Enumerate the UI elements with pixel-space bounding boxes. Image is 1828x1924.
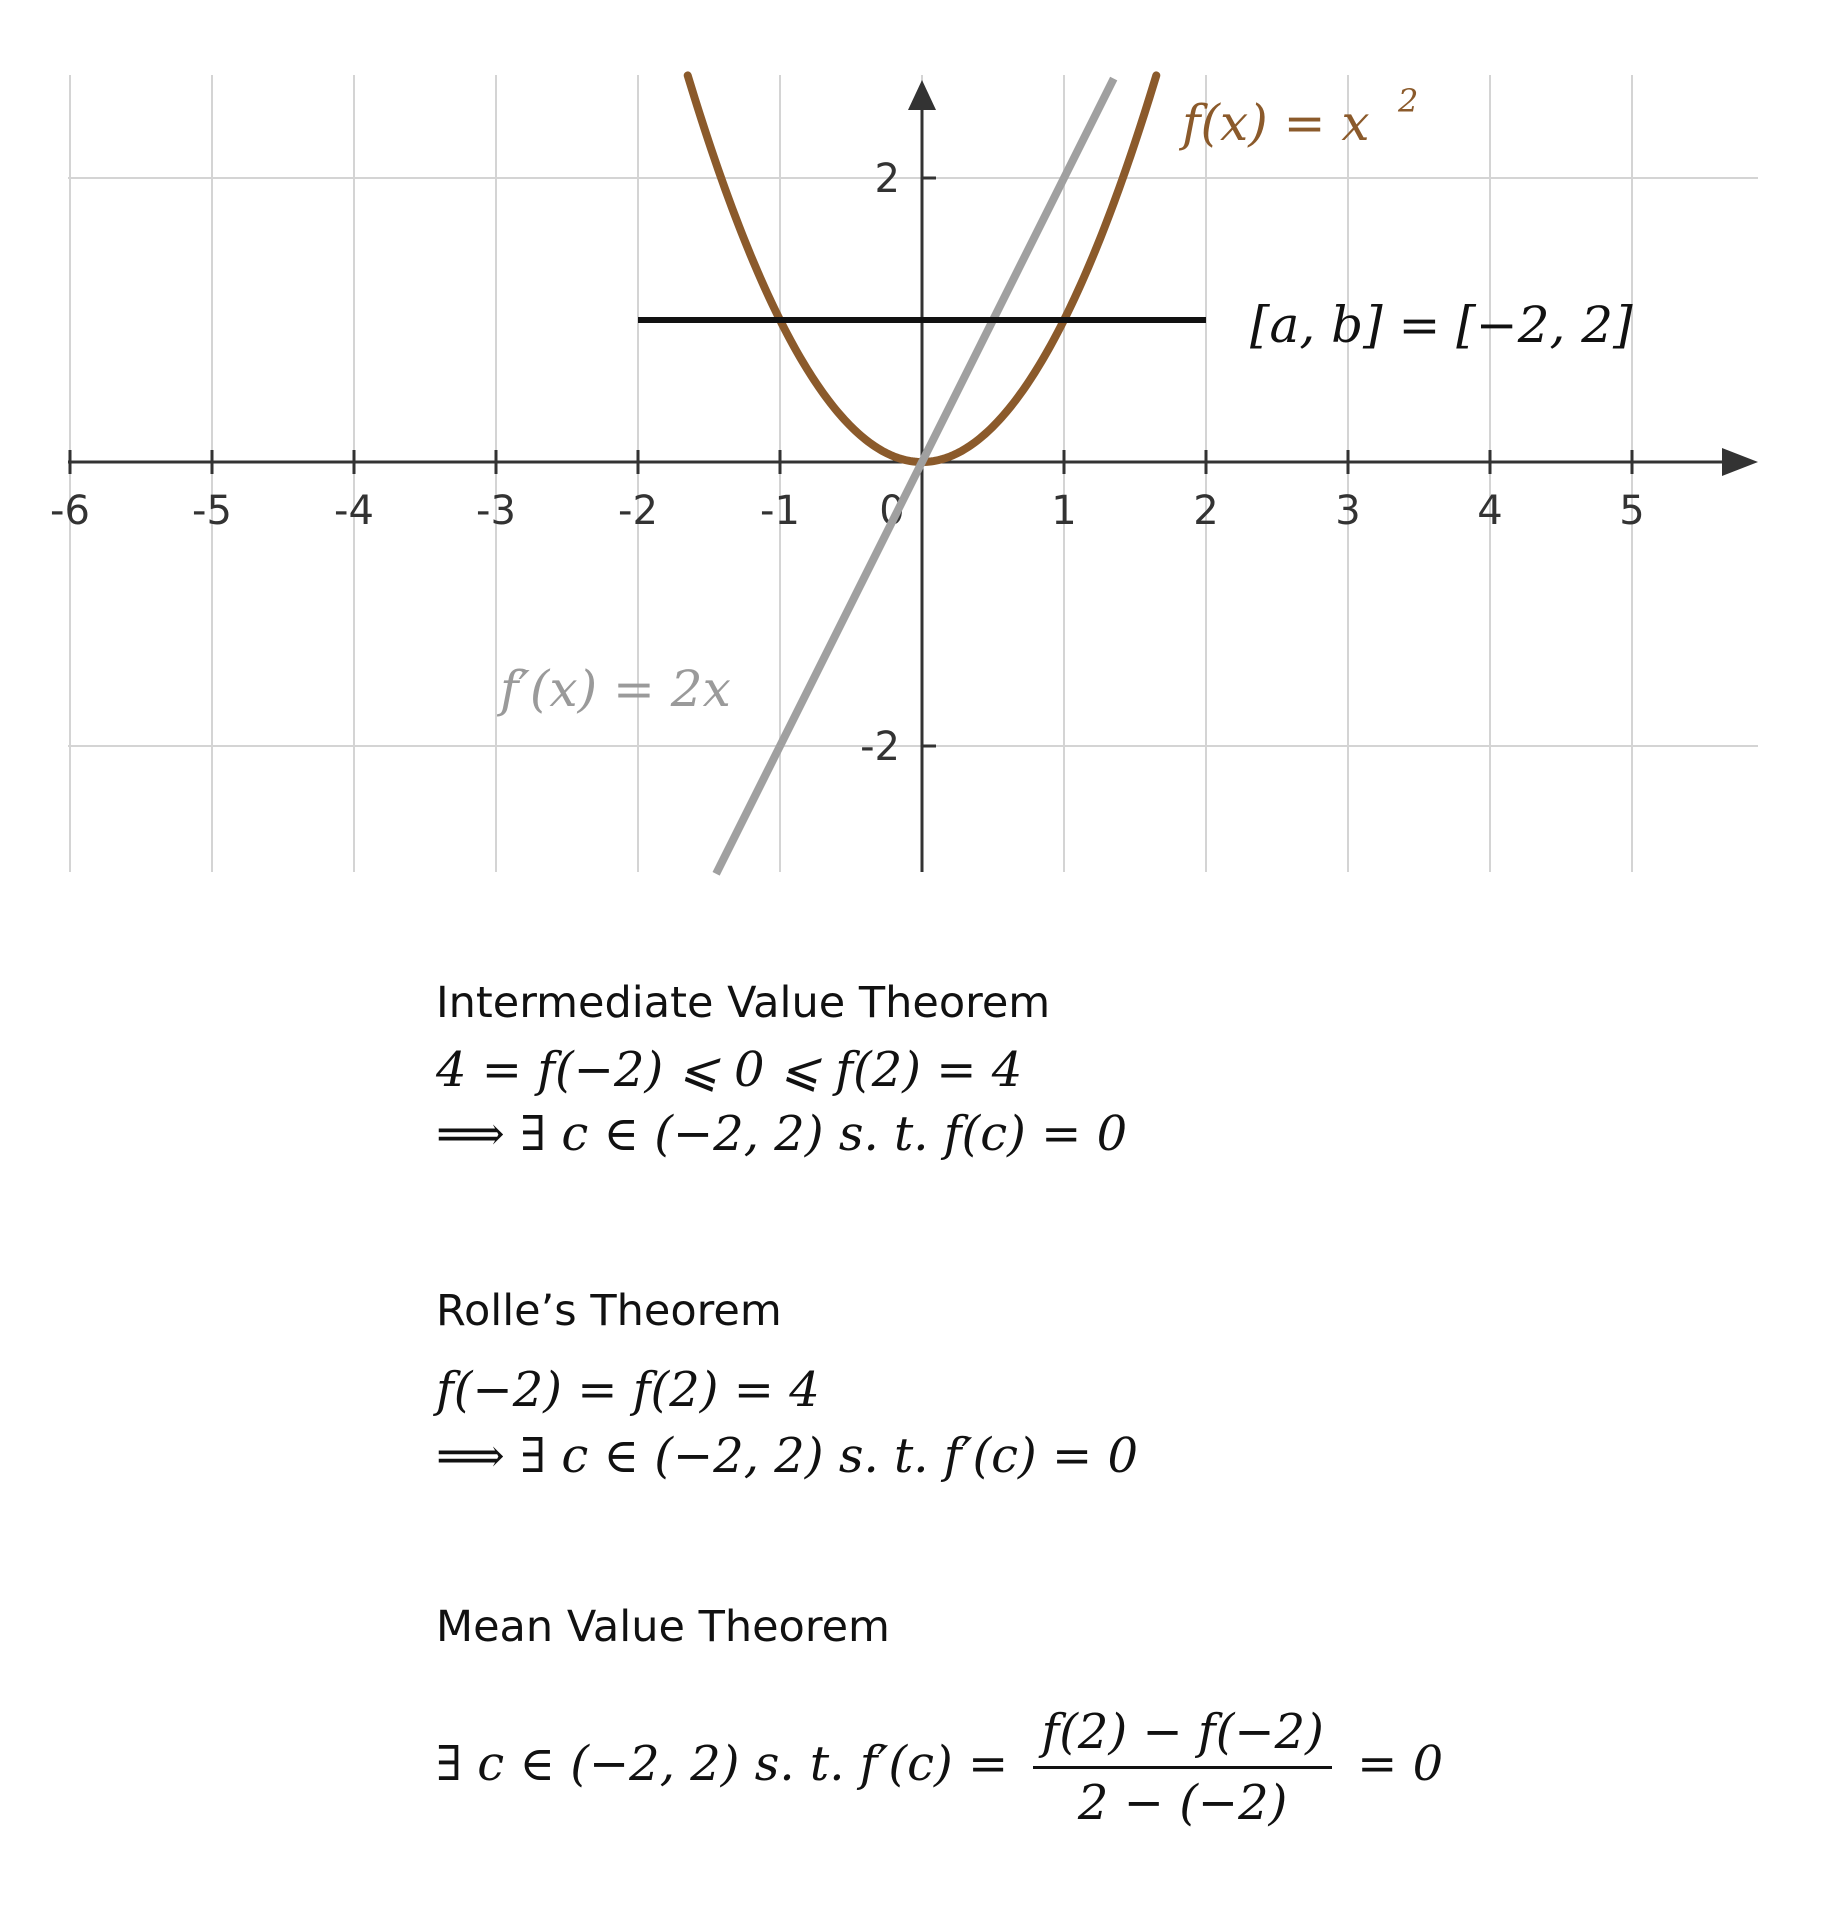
label-derivative: f′(x) = 2x <box>496 660 731 718</box>
mvt-denominator: 2 − (−2) <box>1077 1775 1288 1831</box>
ivt-line-1: 4 = f(−2) ⩽ 0 ⩽ f(2) = 4 <box>436 1042 1023 1098</box>
x-tick-label: 3 <box>1335 488 1360 534</box>
x-axis-arrow <box>1722 448 1758 476</box>
x-tick-label: -2 <box>618 488 658 534</box>
ivt-line-2: ⟹ ∃ c ∈ (−2, 2) s. t. f(c) = 0 <box>436 1106 1128 1162</box>
x-tick-label: 5 <box>1619 488 1644 534</box>
y-tick-label: -2 <box>860 724 900 770</box>
x-tick-label: 1 <box>1051 488 1076 534</box>
series-labels: f(x) = x 2 f′(x) = 2x [a, b] = [−2, 2] <box>496 82 1633 718</box>
x-tick-label: -6 <box>50 488 90 534</box>
x-tick-label: -1 <box>760 488 800 534</box>
rolle-line-1: f(−2) = f(2) = 4 <box>436 1362 820 1418</box>
series-curves <box>638 71 1206 876</box>
mvt-line: ∃ c ∈ (−2, 2) s. t. f′(c) = f(2) − f(−2)… <box>436 1704 1443 1831</box>
y-axis-arrow <box>908 80 936 110</box>
axis-ticks: -6 -5 -4 -3 -2 -1 0 1 2 3 4 52-2 <box>50 156 1645 770</box>
rolle-line-2: ⟹ ∃ c ∈ (−2, 2) s. t. f′(c) = 0 <box>436 1428 1139 1484</box>
series-derivative-line <box>712 76 1118 876</box>
x-tick-label: -5 <box>192 488 232 534</box>
label-fx-superscript: 2 <box>1397 82 1418 120</box>
function-plot: -6 -5 -4 -3 -2 -1 0 1 2 3 4 52-2 f(x) = x 2f′(x) = 2… <box>50 71 1758 876</box>
mvt-fraction: f(2) − f(−2) 2 − (−2) <box>1033 1704 1332 1831</box>
mvt-prefix: ∃ c ∈ (−2, 2) s. t. f′(c) = <box>436 1736 1024 1792</box>
mvt-numerator: f(2) − f(−2) <box>1033 1704 1332 1769</box>
label-fx: f(x) = x <box>1178 94 1370 152</box>
x-tick-label: 4 <box>1477 488 1502 534</box>
x-tick-label: 2 <box>1193 488 1218 534</box>
mvt-heading: Mean Value Theorem <box>436 1602 890 1652</box>
y-tick-label: 2 <box>875 156 900 202</box>
x-tick-label: -3 <box>476 488 516 534</box>
ivt-heading: Intermediate Value Theorem <box>436 978 1051 1028</box>
mvt-suffix: = 0 <box>1357 1736 1444 1792</box>
x-tick-label: -4 <box>334 488 374 534</box>
rolle-heading: Rolle’s Theorem <box>436 1286 782 1336</box>
label-interval: [a, b] = [−2, 2] <box>1250 296 1633 354</box>
